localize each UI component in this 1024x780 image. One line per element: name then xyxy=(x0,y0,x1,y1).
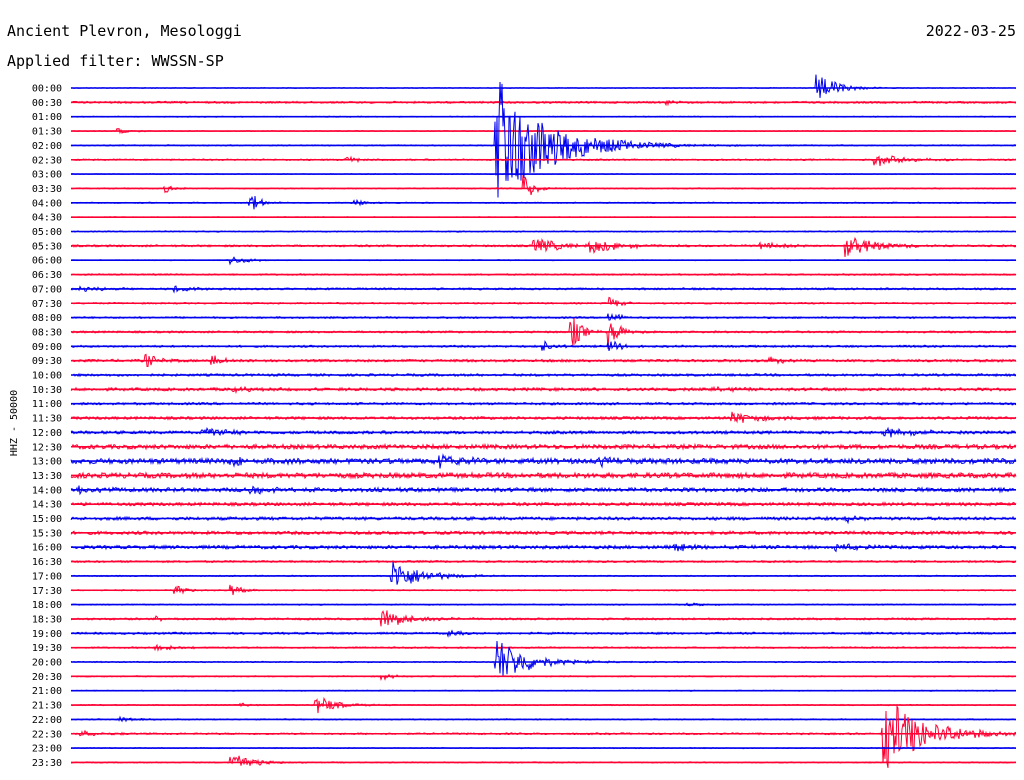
time-tick-label: 02:00 xyxy=(32,141,62,152)
trace-2230 xyxy=(70,704,1017,768)
time-tick-label: 12:00 xyxy=(32,428,62,439)
time-tick-label: 10:00 xyxy=(32,371,62,382)
time-tick-label: 12:30 xyxy=(32,442,62,453)
filter-label: Applied filter: WWSSN-SP xyxy=(7,52,224,70)
time-tick-label: 07:30 xyxy=(32,299,62,310)
time-tick-label: 15:30 xyxy=(32,528,62,539)
trace-1700 xyxy=(71,561,1017,585)
time-tick-label: 11:00 xyxy=(32,399,62,410)
time-tick-label: 14:00 xyxy=(32,485,62,496)
time-tick-label: 18:30 xyxy=(32,614,62,625)
time-tick-label: 19:00 xyxy=(32,629,62,640)
time-tick-label: 21:30 xyxy=(32,701,62,712)
time-tick-label: 23:00 xyxy=(32,744,62,755)
time-tick-label: 14:30 xyxy=(32,500,62,511)
time-tick-label: 22:30 xyxy=(32,729,62,740)
date-label: 2022-03-25 xyxy=(926,22,1016,40)
trace-0000 xyxy=(70,74,1017,98)
time-tick-label: 05:30 xyxy=(32,241,62,252)
trace-0800 xyxy=(70,312,1016,321)
time-tick-label: 23:30 xyxy=(32,758,62,769)
time-tick-label: 10:30 xyxy=(32,385,62,396)
time-tick-label: 06:00 xyxy=(32,256,62,267)
time-tick-label: 16:00 xyxy=(32,543,62,554)
time-tick-label: 07:00 xyxy=(32,284,62,295)
time-tick-label: 17:00 xyxy=(32,571,62,582)
trace-1330 xyxy=(70,471,1017,480)
time-tick-label: 20:00 xyxy=(32,658,62,669)
trace-2000 xyxy=(70,640,1016,677)
time-tick-label: 11:30 xyxy=(32,414,62,425)
time-tick-label: 06:30 xyxy=(32,270,62,281)
time-tick-label: 13:00 xyxy=(32,457,62,468)
time-tick-label: 09:30 xyxy=(32,356,62,367)
time-tick-label: 04:30 xyxy=(32,213,62,224)
time-tick-label: 05:00 xyxy=(32,227,62,238)
time-tick-label: 17:30 xyxy=(32,586,62,597)
time-tick-label: 18:00 xyxy=(32,600,62,611)
trace-0330 xyxy=(70,175,1017,196)
trace-1500 xyxy=(70,515,1017,525)
time-tick-label: 13:30 xyxy=(32,471,62,482)
time-tick-label: 22:00 xyxy=(32,715,62,726)
time-tick-label: 02:30 xyxy=(32,155,62,166)
trace-0730 xyxy=(71,296,1017,307)
time-tick-label: 16:30 xyxy=(32,557,62,568)
time-tick-label: 08:30 xyxy=(32,327,62,338)
time-tick-label: 01:00 xyxy=(32,112,62,123)
trace-0200 xyxy=(70,81,1017,198)
time-tick-label: 00:00 xyxy=(32,84,62,95)
time-tick-label: 15:00 xyxy=(32,514,62,525)
trace-0530 xyxy=(70,236,1017,257)
time-tick-label: 08:00 xyxy=(32,313,62,324)
time-tick-label: 09:00 xyxy=(32,342,62,353)
trace-rows: 00:00 00:30 01:00 01:30 02:00 02:30 03:00 03:30… xyxy=(32,74,1017,769)
time-tick-label: 04:00 xyxy=(32,198,62,209)
channel-axis-label: HHZ - 50000 xyxy=(9,390,20,456)
time-tick-label: 01:30 xyxy=(32,127,62,138)
time-tick-label: 00:30 xyxy=(32,98,62,109)
station-title: Ancient Plevron, Mesologgi xyxy=(7,22,242,40)
time-tick-label: 20:30 xyxy=(32,672,62,683)
trace-0830 xyxy=(70,318,1017,350)
time-tick-label: 21:00 xyxy=(32,686,62,697)
trace-2330 xyxy=(71,755,1017,766)
time-tick-label: 03:30 xyxy=(32,184,62,195)
time-tick-label: 03:00 xyxy=(32,170,62,181)
time-tick-label: 19:30 xyxy=(32,643,62,654)
